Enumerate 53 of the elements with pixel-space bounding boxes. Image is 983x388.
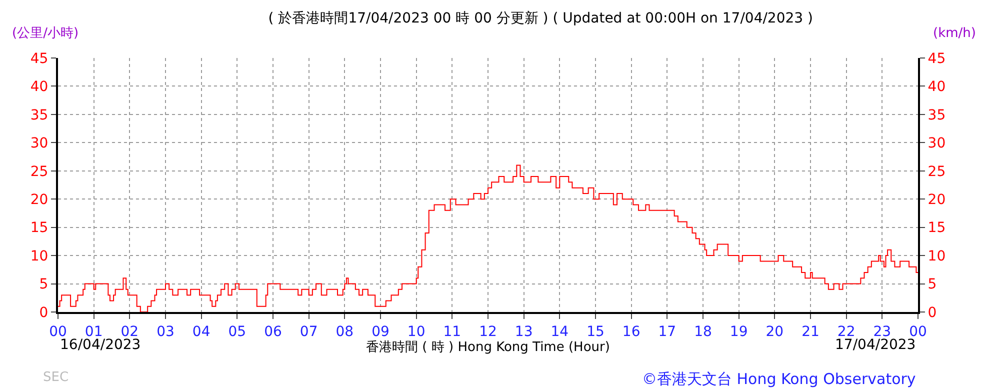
- x-tick-label: 00: [909, 324, 927, 340]
- y2-tick-label: 40: [928, 79, 946, 96]
- x-axis-title: 香港時間 ( 時 ) Hong Kong Time (Hour): [366, 340, 610, 355]
- x-tick-label: 23: [873, 324, 892, 340]
- x-tick-label: 17: [658, 324, 676, 340]
- x-tick-label: 21: [802, 324, 820, 340]
- x-tick-label: 08: [336, 324, 354, 340]
- text: ©香港天文台 Hong Kong Observatory: [642, 370, 916, 388]
- y-tick-label: 45: [30, 50, 48, 67]
- text: 17/04/2023: [835, 337, 916, 353]
- x-tick-label: 07: [300, 324, 318, 340]
- x-tick-label: 12: [479, 324, 497, 340]
- x-tick-label: 06: [264, 324, 282, 340]
- x-tick-label: 11: [443, 324, 462, 340]
- y2-tick-label: 15: [928, 220, 946, 236]
- y-tick-label: 35: [30, 107, 48, 124]
- x-tick-label: 14: [550, 324, 569, 340]
- y2-axis-title: (km/h): [933, 26, 976, 41]
- x-tick-label: 15: [586, 324, 604, 340]
- y-tick-label: 25: [30, 164, 48, 180]
- y2-tick-label: 25: [928, 164, 946, 180]
- y2-tick-label: 0: [928, 304, 937, 321]
- x-tick-label: 05: [228, 324, 246, 340]
- y2-tick-label: 5: [928, 276, 937, 293]
- y-tick-label: 40: [30, 79, 48, 96]
- x-tick-label: 22: [837, 324, 856, 340]
- x-tick-label: 18: [694, 324, 712, 340]
- y-tick-label: 30: [30, 136, 48, 152]
- x-tick-label: 02: [120, 324, 139, 340]
- y2-tick-label: 45: [928, 50, 946, 67]
- y2-tick-label: 30: [928, 136, 946, 152]
- x-tick-label: 04: [192, 324, 210, 340]
- y-tick-label: 20: [30, 192, 48, 208]
- y-axis-title: (公里/小時): [12, 26, 79, 41]
- x-tick-label: 19: [730, 324, 748, 340]
- y2-tick-label: 20: [928, 192, 946, 208]
- text: 16/04/2023: [60, 337, 141, 353]
- chart-title: ( 於香港時間17/04/2023 00 時 00 分更新 ) ( Updated at 00:00H on 17/04/2023 ): [268, 10, 813, 26]
- x-tick-label: 10: [407, 324, 426, 340]
- y-tick-label: 0: [39, 304, 48, 321]
- x-tick-label: 20: [766, 324, 784, 340]
- x-tick-label: 01: [84, 324, 103, 340]
- x-tick-label: 00: [49, 324, 67, 340]
- x-tick-label: 13: [514, 324, 533, 340]
- y-tick-label: 5: [39, 276, 48, 293]
- x-tick-label: 03: [156, 324, 174, 340]
- y-tick-label: 10: [30, 248, 48, 264]
- x-tick-label: 09: [372, 324, 390, 340]
- y-tick-label: 15: [30, 220, 48, 236]
- y2-tick-label: 10: [928, 248, 946, 264]
- x-tick-label: 16: [622, 324, 640, 340]
- y2-tick-label: 35: [928, 107, 946, 124]
- text: SEC: [43, 370, 69, 385]
